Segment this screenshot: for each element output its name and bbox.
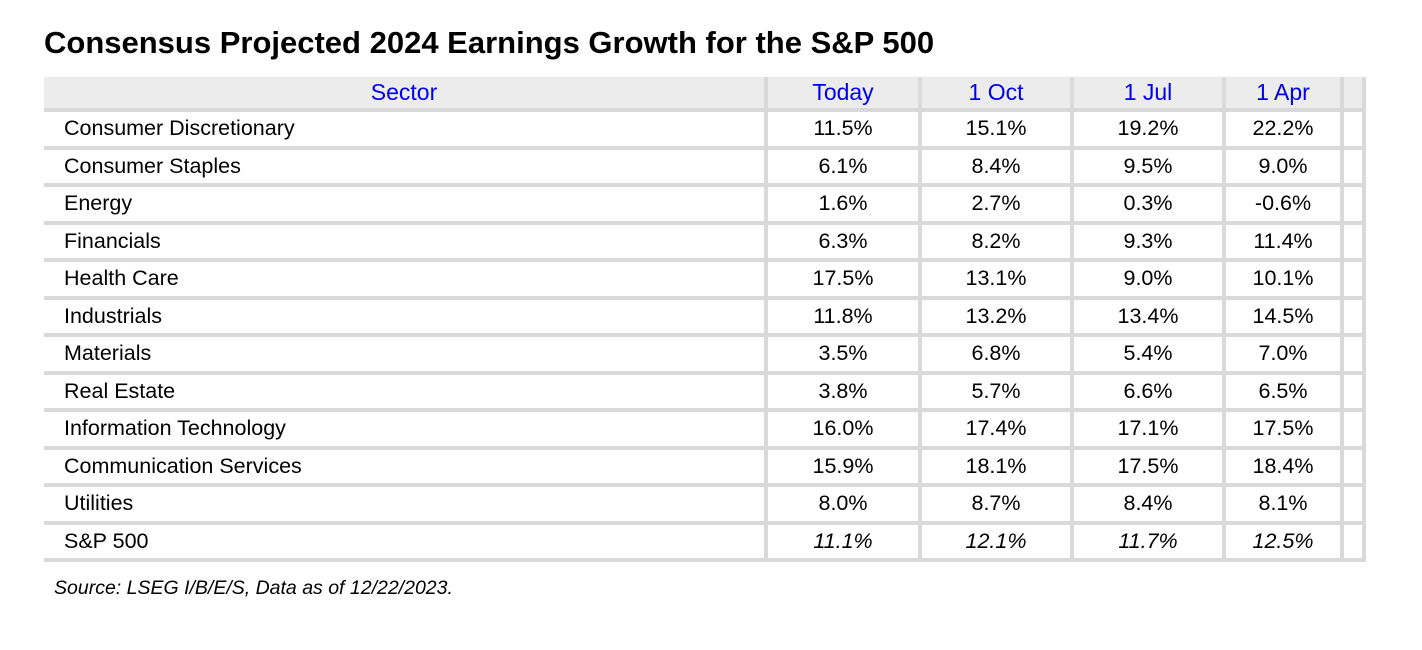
column-header-sector: Sector	[44, 77, 764, 112]
table-row-health-care: Health Care 17.5% 13.1% 9.0% 10.1%	[44, 262, 1366, 300]
table-row-consumer-discretionary: Consumer Discretionary 11.5% 15.1% 19.2% 22.…	[44, 112, 1366, 150]
sector-label: Financials	[44, 224, 764, 262]
value-cell-today: 6.3%	[764, 224, 918, 262]
row-spacer-cell	[1340, 374, 1366, 412]
value-cell-1-apr: 9.0%	[1222, 149, 1340, 187]
table-row-information-technology: Information Technology 16.0% 17.4% 17.1% 17.…	[44, 412, 1366, 450]
value-cell-1-oct: 5.7%	[918, 374, 1070, 412]
table-row-s-p-500: S&P 500 11.1% 12.1% 11.7% 12.5%	[44, 524, 1366, 562]
value-cell-1-oct: 13.1%	[918, 262, 1070, 300]
table-row-utilities: Utilities 8.0% 8.7% 8.4% 8.1%	[44, 487, 1366, 525]
column-header-1-oct: 1 Oct	[918, 77, 1070, 112]
sector-label: Industrials	[44, 299, 764, 337]
row-spacer-cell	[1340, 149, 1366, 187]
table-header-row: Sector Today 1 Oct 1 Jul 1 Apr	[44, 77, 1366, 112]
table-row-industrials: Industrials 11.8% 13.2% 13.4% 14.5%	[44, 299, 1366, 337]
value-cell-1-apr: 8.1%	[1222, 487, 1340, 525]
row-spacer-cell	[1340, 337, 1366, 375]
header-spacer-cell	[1340, 77, 1366, 112]
sector-label: Consumer Staples	[44, 149, 764, 187]
value-cell-1-jul: 8.4%	[1070, 487, 1222, 525]
value-cell-1-apr: 10.1%	[1222, 262, 1340, 300]
column-header-1-jul: 1 Jul	[1070, 77, 1222, 112]
value-cell-today: 1.6%	[764, 187, 918, 225]
value-cell-today: 3.5%	[764, 337, 918, 375]
sector-label: Consumer Discretionary	[44, 112, 764, 150]
sector-label: S&P 500	[44, 524, 764, 562]
value-cell-today: 3.8%	[764, 374, 918, 412]
value-cell-1-jul: 5.4%	[1070, 337, 1222, 375]
chart-title: Consensus Projected 2024 Earnings Growth…	[44, 25, 935, 60]
value-cell-1-jul: 9.0%	[1070, 262, 1222, 300]
value-cell-today: 15.9%	[764, 449, 918, 487]
table-row-energy: Energy 1.6% 2.7% 0.3% -0.6%	[44, 187, 1366, 225]
row-spacer-cell	[1340, 524, 1366, 562]
table-header: Sector Today 1 Oct 1 Jul 1 Apr	[44, 77, 1366, 112]
value-cell-1-jul: 0.3%	[1070, 187, 1222, 225]
row-spacer-cell	[1340, 224, 1366, 262]
value-cell-1-oct: 8.4%	[918, 149, 1070, 187]
value-cell-today: 16.0%	[764, 412, 918, 450]
value-cell-1-apr: 22.2%	[1222, 112, 1340, 150]
source-note: Source: LSEG I/B/E/S, Data as of 12/22/2…	[54, 577, 453, 599]
value-cell-today: 8.0%	[764, 487, 918, 525]
value-cell-1-jul: 17.5%	[1070, 449, 1222, 487]
table-row-financials: Financials 6.3% 8.2% 9.3% 11.4%	[44, 224, 1366, 262]
value-cell-today: 11.1%	[764, 524, 918, 562]
row-spacer-cell	[1340, 449, 1366, 487]
table-row-communication-services: Communication Services 15.9% 18.1% 17.5% 18.…	[44, 449, 1366, 487]
value-cell-1-jul: 11.7%	[1070, 524, 1222, 562]
value-cell-1-jul: 9.5%	[1070, 149, 1222, 187]
value-cell-1-apr: 14.5%	[1222, 299, 1340, 337]
value-cell-1-apr: 6.5%	[1222, 374, 1340, 412]
value-cell-1-oct: 13.2%	[918, 299, 1070, 337]
value-cell-today: 11.5%	[764, 112, 918, 150]
column-header-1-apr: 1 Apr	[1222, 77, 1340, 112]
value-cell-1-apr: 12.5%	[1222, 524, 1340, 562]
value-cell-1-apr: 7.0%	[1222, 337, 1340, 375]
row-spacer-cell	[1340, 187, 1366, 225]
table-body: Consumer Discretionary 11.5% 15.1% 19.2% 22.…	[44, 112, 1366, 562]
value-cell-1-oct: 2.7%	[918, 187, 1070, 225]
column-header-today: Today	[764, 77, 918, 112]
value-cell-1-oct: 15.1%	[918, 112, 1070, 150]
value-cell-1-oct: 8.2%	[918, 224, 1070, 262]
value-cell-1-jul: 13.4%	[1070, 299, 1222, 337]
value-cell-1-apr: 11.4%	[1222, 224, 1340, 262]
value-cell-1-jul: 17.1%	[1070, 412, 1222, 450]
earnings-growth-table: Sector Today 1 Oct 1 Jul 1 Apr Consumer Disc…	[44, 77, 1366, 562]
value-cell-1-oct: 6.8%	[918, 337, 1070, 375]
table-row-consumer-staples: Consumer Staples 6.1% 8.4% 9.5% 9.0%	[44, 149, 1366, 187]
row-spacer-cell	[1340, 487, 1366, 525]
value-cell-1-oct: 8.7%	[918, 487, 1070, 525]
sector-label: Energy	[44, 187, 764, 225]
sector-label: Materials	[44, 337, 764, 375]
value-cell-1-jul: 19.2%	[1070, 112, 1222, 150]
sector-label: Communication Services	[44, 449, 764, 487]
value-cell-today: 6.1%	[764, 149, 918, 187]
sector-label: Real Estate	[44, 374, 764, 412]
row-spacer-cell	[1340, 112, 1366, 150]
value-cell-1-apr: -0.6%	[1222, 187, 1340, 225]
value-cell-1-apr: 17.5%	[1222, 412, 1340, 450]
value-cell-1-apr: 18.4%	[1222, 449, 1340, 487]
value-cell-1-jul: 6.6%	[1070, 374, 1222, 412]
table-row-materials: Materials 3.5% 6.8% 5.4% 7.0%	[44, 337, 1366, 375]
sector-label: Health Care	[44, 262, 764, 300]
sector-label: Utilities	[44, 487, 764, 525]
table-row-real-estate: Real Estate 3.8% 5.7% 6.6% 6.5%	[44, 374, 1366, 412]
value-cell-1-oct: 17.4%	[918, 412, 1070, 450]
value-cell-1-oct: 18.1%	[918, 449, 1070, 487]
sector-label: Information Technology	[44, 412, 764, 450]
row-spacer-cell	[1340, 262, 1366, 300]
value-cell-today: 17.5%	[764, 262, 918, 300]
value-cell-1-oct: 12.1%	[918, 524, 1070, 562]
row-spacer-cell	[1340, 412, 1366, 450]
value-cell-today: 11.8%	[764, 299, 918, 337]
row-spacer-cell	[1340, 299, 1366, 337]
value-cell-1-jul: 9.3%	[1070, 224, 1222, 262]
